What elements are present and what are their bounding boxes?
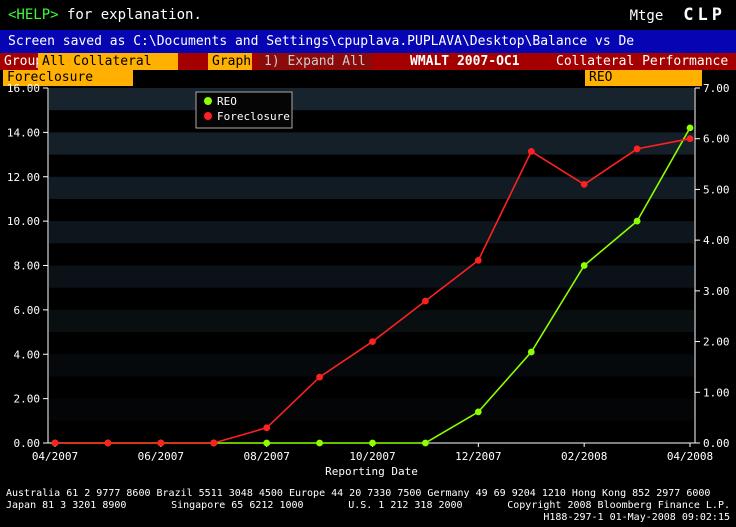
foreclosure-point [422, 297, 429, 305]
performance-chart: 0.00 2.00 4.00 6.00 8.00 10.00 12.00 14.00 16.00… [7, 84, 730, 478]
foreclosure-point [157, 439, 165, 447]
clp-brand: CLP [683, 5, 726, 25]
reo-point [474, 408, 482, 416]
foreclosure-point [527, 148, 535, 155]
background-band [49, 176, 694, 199]
x-axis-tick-label: 06/2007 [138, 450, 184, 463]
foreclosure-point [580, 181, 588, 188]
background-band [49, 88, 694, 111]
header-right: Mtge CLP [630, 0, 726, 30]
deal-name: WMALT 2007-OC1 [410, 54, 520, 69]
reo-point [369, 439, 376, 447]
footer-singapore: Singapore 65 6212 1000 [171, 500, 304, 511]
background-band [49, 398, 694, 421]
x-axis-tick-label: 04/2008 [667, 450, 713, 463]
x-axis-tick-label: 02/2008 [561, 450, 607, 463]
graph-button[interactable]: Graph [208, 53, 252, 70]
background-band [49, 354, 694, 377]
left-axis-tick-label: 4.00 [14, 348, 41, 361]
foreclosure-point [633, 145, 641, 153]
help-text: for explanation. [58, 7, 202, 23]
group-label: Group [4, 54, 44, 69]
left-axis-tick-label: 8.00 [14, 260, 41, 273]
right-axis-tick-label: 7.00 [703, 84, 730, 95]
reo-point [527, 348, 535, 356]
left-axis-tick-label: 14.00 [7, 126, 40, 139]
footer-line2: Japan 81 3 3201 8900 Singapore 65 6212 1… [6, 500, 730, 512]
mtge-label: Mtge [629, 8, 664, 24]
foreclosure-point [263, 424, 271, 432]
foreclosure-point [104, 439, 112, 447]
reo-point [316, 439, 323, 447]
x-axis-tick-label: 08/2007 [243, 450, 289, 463]
footer-japan: Japan 81 3 3201 8900 [6, 500, 127, 511]
footer-us: U.S. 1 212 318 2000 [348, 500, 463, 511]
right-axis-tick-label: 6.00 [703, 133, 730, 146]
right-axis-tick-label: 1.00 [703, 386, 730, 399]
left-axis-tick-label: 0.00 [14, 437, 41, 450]
reo-point [686, 124, 694, 132]
left-axis-tick-label: 10.00 [7, 215, 40, 228]
right-series-select[interactable]: REO [585, 70, 702, 86]
right-axis-tick-label: 3.00 [703, 285, 730, 298]
left-axis-tick-label: 12.00 [7, 171, 40, 184]
series-selectors: Foreclosure REO [0, 70, 736, 86]
background-band [49, 132, 694, 155]
legend-box [195, 91, 293, 129]
background-band [49, 265, 694, 288]
foreclosure-point [474, 257, 482, 264]
legend-label-reo: REO [217, 95, 237, 108]
x-axis-tick-label: 12/2007 [455, 450, 501, 463]
right-axis-tick-label: 2.00 [703, 336, 730, 349]
help-row: <HELP> for explanation. Mtge CLP [0, 0, 736, 30]
screen-saved-message: Screen saved as C:\Documents and Setting… [0, 30, 736, 53]
foreclosure-point [210, 439, 218, 447]
background-band [49, 221, 694, 244]
reo-point [263, 439, 271, 447]
legend-label-foreclosure: Foreclosure [217, 110, 290, 123]
x-axis-title: Reporting Date [325, 465, 418, 478]
group-select[interactable]: All Collateral [38, 53, 178, 70]
screen-title: Collateral Performance [556, 54, 729, 69]
x-axis-tick-label: 04/2007 [32, 450, 78, 463]
expand-all-button[interactable]: 1) Expand All [258, 53, 372, 70]
x-axis-tick-label: 10/2007 [349, 450, 395, 463]
background-band [49, 309, 694, 333]
right-axis-tick-label: 4.00 [703, 234, 730, 247]
left-axis-tick-label: 2.00 [14, 393, 41, 406]
toolbar: Group All Collateral Graph 1) Expand All… [0, 53, 736, 70]
legend-swatch-foreclosure [204, 112, 212, 120]
footer-copyright: Copyright 2008 Bloomberg Finance L.P. [507, 500, 730, 511]
right-axis-tick-label: 5.00 [703, 183, 730, 196]
left-series-select[interactable]: Foreclosure [3, 70, 133, 86]
right-axis-tick-label: 0.00 [703, 437, 730, 450]
help-link[interactable]: <HELP> [8, 7, 59, 23]
foreclosure-point [686, 135, 694, 143]
foreclosure-point [51, 439, 59, 447]
reo-point [633, 217, 641, 225]
left-axis-tick-label: 16.00 [7, 84, 40, 95]
left-axis-tick-label: 6.00 [14, 304, 41, 317]
footer-stamp: H188-297-1 01-May-2008 09:02:15 [543, 512, 730, 523]
foreclosure-point [369, 338, 376, 345]
reo-point [422, 439, 429, 447]
footer-line1: Australia 61 2 9777 8600 Brazil 5511 304… [6, 488, 711, 499]
legend-swatch-reo [204, 97, 212, 105]
foreclosure-point [316, 373, 323, 381]
reo-point [580, 262, 588, 269]
